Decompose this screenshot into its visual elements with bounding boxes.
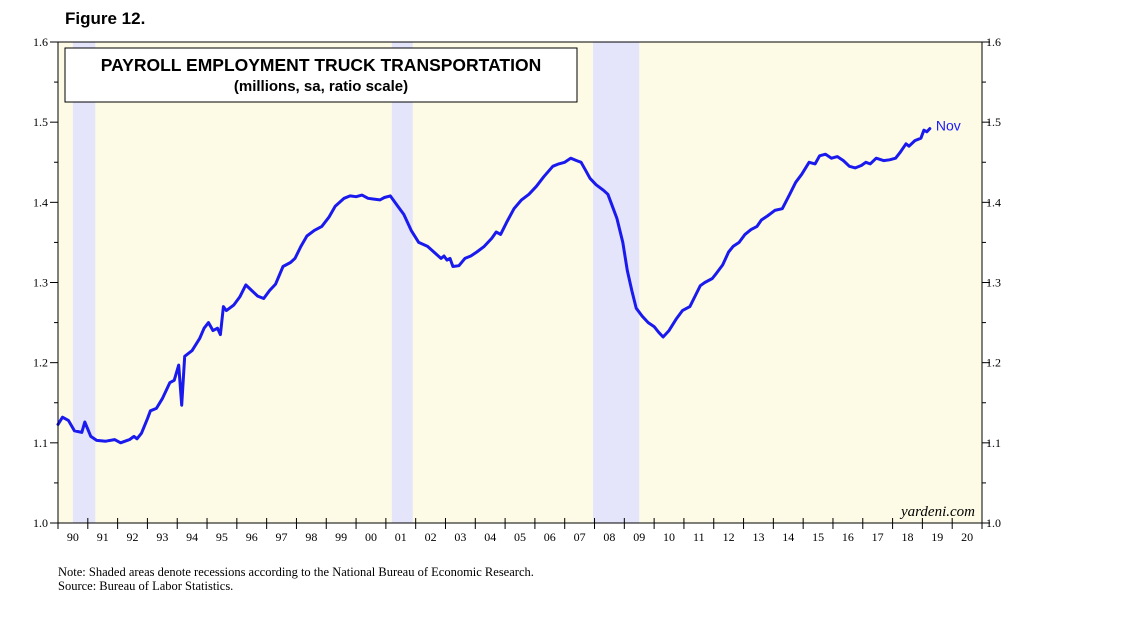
x-tick-label: 92 <box>127 530 139 544</box>
y-tick-label-right: 1.1 <box>986 436 1001 450</box>
y-tick-label-left: 1.2 <box>33 356 48 370</box>
recession-band <box>593 42 640 523</box>
y-tick-label-left: 1.4 <box>33 195 48 209</box>
plot-area <box>58 42 982 523</box>
y-tick-label-right: 1.2 <box>986 356 1001 370</box>
x-tick-label: 93 <box>156 530 168 544</box>
source-text: Source: Bureau of Labor Statistics. <box>58 579 234 593</box>
x-tick-label: 19 <box>931 530 943 544</box>
y-tick-label-right: 1.5 <box>986 115 1001 129</box>
x-tick-label: 10 <box>663 530 675 544</box>
figure-label: Figure 12. <box>65 9 146 28</box>
x-tick-label: 15 <box>812 530 824 544</box>
y-tick-label-left: 1.6 <box>33 35 48 49</box>
y-axis-right: 1.0 1.1 1.2 1.3 1.4 1.5 1.6 <box>982 35 1001 530</box>
x-tick-label: 05 <box>514 530 526 544</box>
x-tick-label: 03 <box>454 530 466 544</box>
x-tick-label: 94 <box>186 530 198 544</box>
x-tick-label: 06 <box>544 530 556 544</box>
credit-label: yardeni.com <box>899 504 975 520</box>
y-tick-label-right: 1.3 <box>986 276 1001 290</box>
x-tick-label: 20 <box>961 530 973 544</box>
x-tick-label: 11 <box>693 530 705 544</box>
x-tick-label: 07 <box>574 530 586 544</box>
truck-payroll-chart: 1.0 1.1 1.2 1.3 1.4 1.5 1.6 1.0 1.1 1.2 1.3 1.4 1.5… <box>33 35 1001 544</box>
x-tick-label: 98 <box>305 530 317 544</box>
x-tick-label: 91 <box>97 530 109 544</box>
latest-point-label: Nov <box>936 118 961 134</box>
x-tick-label: 09 <box>633 530 645 544</box>
recession-band <box>391 42 413 523</box>
y-tick-label-right: 1.6 <box>986 35 1001 49</box>
y-axis-left: 1.0 1.1 1.2 1.3 1.4 1.5 1.6 <box>33 35 58 530</box>
x-tick-label: 17 <box>872 530 884 544</box>
y-tick-label-left: 1.0 <box>33 516 48 530</box>
y-tick-label-left: 1.3 <box>33 276 48 290</box>
x-tick-label: 02 <box>425 530 437 544</box>
x-tick-label: 16 <box>842 530 854 544</box>
plot-frame <box>57 41 983 524</box>
y-tick-label-right: 1.0 <box>986 516 1001 530</box>
recession-band <box>72 42 96 523</box>
x-tick-label: 00 <box>365 530 377 544</box>
x-tick-label: 01 <box>395 530 407 544</box>
x-tick-label: 14 <box>782 530 794 544</box>
x-tick-label: 13 <box>752 530 764 544</box>
y-tick-label-left: 1.1 <box>33 436 48 450</box>
recession-bands <box>72 42 640 523</box>
x-tick-label: 96 <box>246 530 258 544</box>
x-tick-label: 04 <box>484 530 496 544</box>
y-tick-label-left: 1.5 <box>33 115 48 129</box>
x-tick-label: 08 <box>603 530 615 544</box>
x-axis: 90 91 92 93 94 95 96 97 98 99 00 01 02 03 04 05 06 07 08 09… <box>57 518 983 544</box>
chart-title: PAYROLL EMPLOYMENT TRUCK TRANSPORTATION <box>101 55 541 75</box>
x-tick-label: 95 <box>216 530 228 544</box>
x-tick-label: 97 <box>276 530 288 544</box>
x-tick-label: 90 <box>67 530 79 544</box>
title-box: PAYROLL EMPLOYMENT TRUCK TRANSPORTATION … <box>64 47 578 103</box>
chart-subtitle: (millions, sa, ratio scale) <box>234 78 408 95</box>
series-line <box>56 127 932 445</box>
y-tick-label-right: 1.4 <box>986 195 1001 209</box>
chart-notes: Note: Shaded areas denote recessions acc… <box>58 565 534 593</box>
x-tick-label: 12 <box>723 530 735 544</box>
note-text: Note: Shaded areas denote recessions acc… <box>58 565 534 579</box>
x-tick-label: 18 <box>901 530 913 544</box>
x-tick-label: 99 <box>335 530 347 544</box>
